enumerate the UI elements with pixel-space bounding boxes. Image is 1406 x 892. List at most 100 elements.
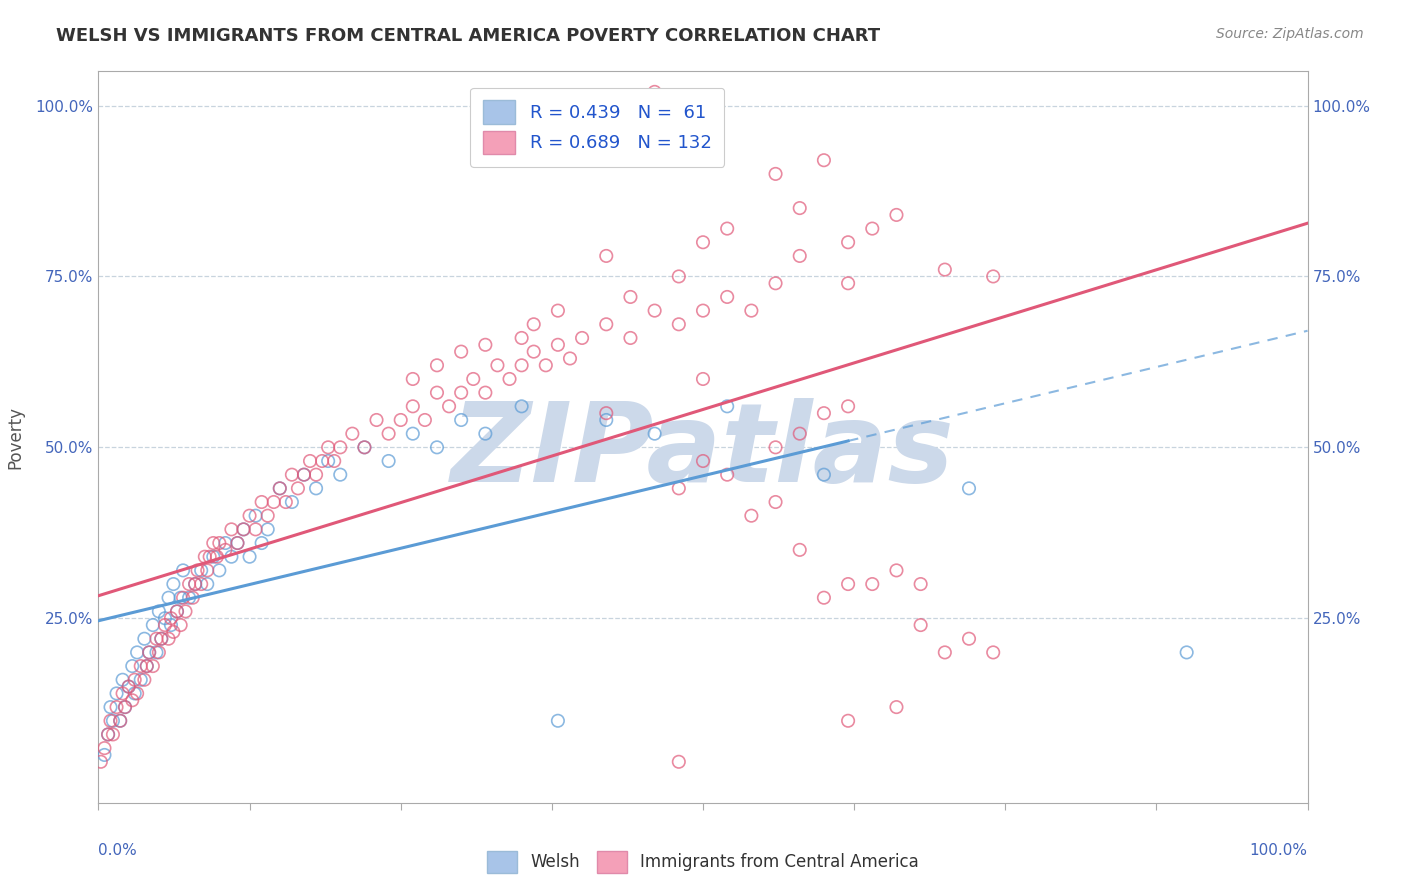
Point [134,673,156,687]
Point [316,440,339,454]
Point [595,413,617,427]
Point [765,167,787,181]
Point [97,727,120,741]
Point [668,269,690,284]
Y-axis label: Poverty: Poverty [7,406,24,468]
Point [366,413,388,427]
Point [934,262,956,277]
Point [287,481,309,495]
Point [523,344,546,359]
Point [142,618,165,632]
Point [239,549,262,564]
Point [716,221,738,235]
Point [281,467,304,482]
Point [162,624,184,639]
Legend: R = 0.439   N =  61, R = 0.689   N = 132: R = 0.439 N = 61, R = 0.689 N = 132 [470,87,724,167]
Point [957,632,980,646]
Point [208,536,231,550]
Point [789,426,811,441]
Point [474,426,496,441]
Point [402,372,425,386]
Point [305,467,328,482]
Point [957,481,980,495]
Point [426,385,449,400]
Point [232,522,254,536]
Point [886,208,908,222]
Point [194,549,217,564]
Point [172,563,194,577]
Point [172,591,194,605]
Point [184,577,207,591]
Point [148,645,170,659]
Point [105,700,128,714]
Point [114,700,136,714]
Point [789,201,811,215]
Text: 0.0%: 0.0% [98,843,138,858]
Point [558,351,581,366]
Legend: Welsh, Immigrants from Central America: Welsh, Immigrants from Central America [481,845,925,880]
Point [153,611,176,625]
Point [692,454,714,468]
Point [323,454,346,468]
Point [716,467,738,482]
Point [108,714,131,728]
Point [813,406,835,420]
Point [292,467,315,482]
Point [124,673,146,687]
Point [226,536,249,550]
Point [226,536,249,550]
Point [160,618,183,632]
Point [837,714,859,728]
Point [157,632,180,646]
Point [547,338,569,352]
Point [353,440,375,454]
Point [281,495,304,509]
Point [93,741,115,756]
Point [813,591,835,605]
Point [619,331,641,345]
Point [837,400,859,414]
Point [150,632,173,646]
Point [142,659,165,673]
Point [437,400,460,414]
Point [498,372,520,386]
Point [274,495,297,509]
Point [692,235,714,250]
Point [474,385,496,400]
Point [523,318,546,332]
Point [269,481,291,495]
Point [232,522,254,536]
Point [910,577,932,591]
Point [813,153,835,168]
Point [190,563,212,577]
Point [90,755,112,769]
Point [198,549,221,564]
Point [127,686,149,700]
Point [329,467,352,482]
Point [668,318,690,332]
Point [124,686,146,700]
Point [153,618,176,632]
Point [450,344,472,359]
Point [118,680,141,694]
Point [547,714,569,728]
Point [214,536,236,550]
Point [571,331,593,345]
Point [402,426,425,441]
Point [510,331,533,345]
Point [184,577,207,591]
Point [619,290,641,304]
Point [195,563,218,577]
Point [292,467,315,482]
Point [329,440,352,454]
Point [157,591,180,605]
Point [765,440,787,454]
Point [129,659,152,673]
Point [118,680,141,694]
Point [166,604,188,618]
Point [169,591,191,605]
Point [740,508,762,523]
Point [195,577,218,591]
Point [486,359,509,373]
Point [150,632,173,646]
